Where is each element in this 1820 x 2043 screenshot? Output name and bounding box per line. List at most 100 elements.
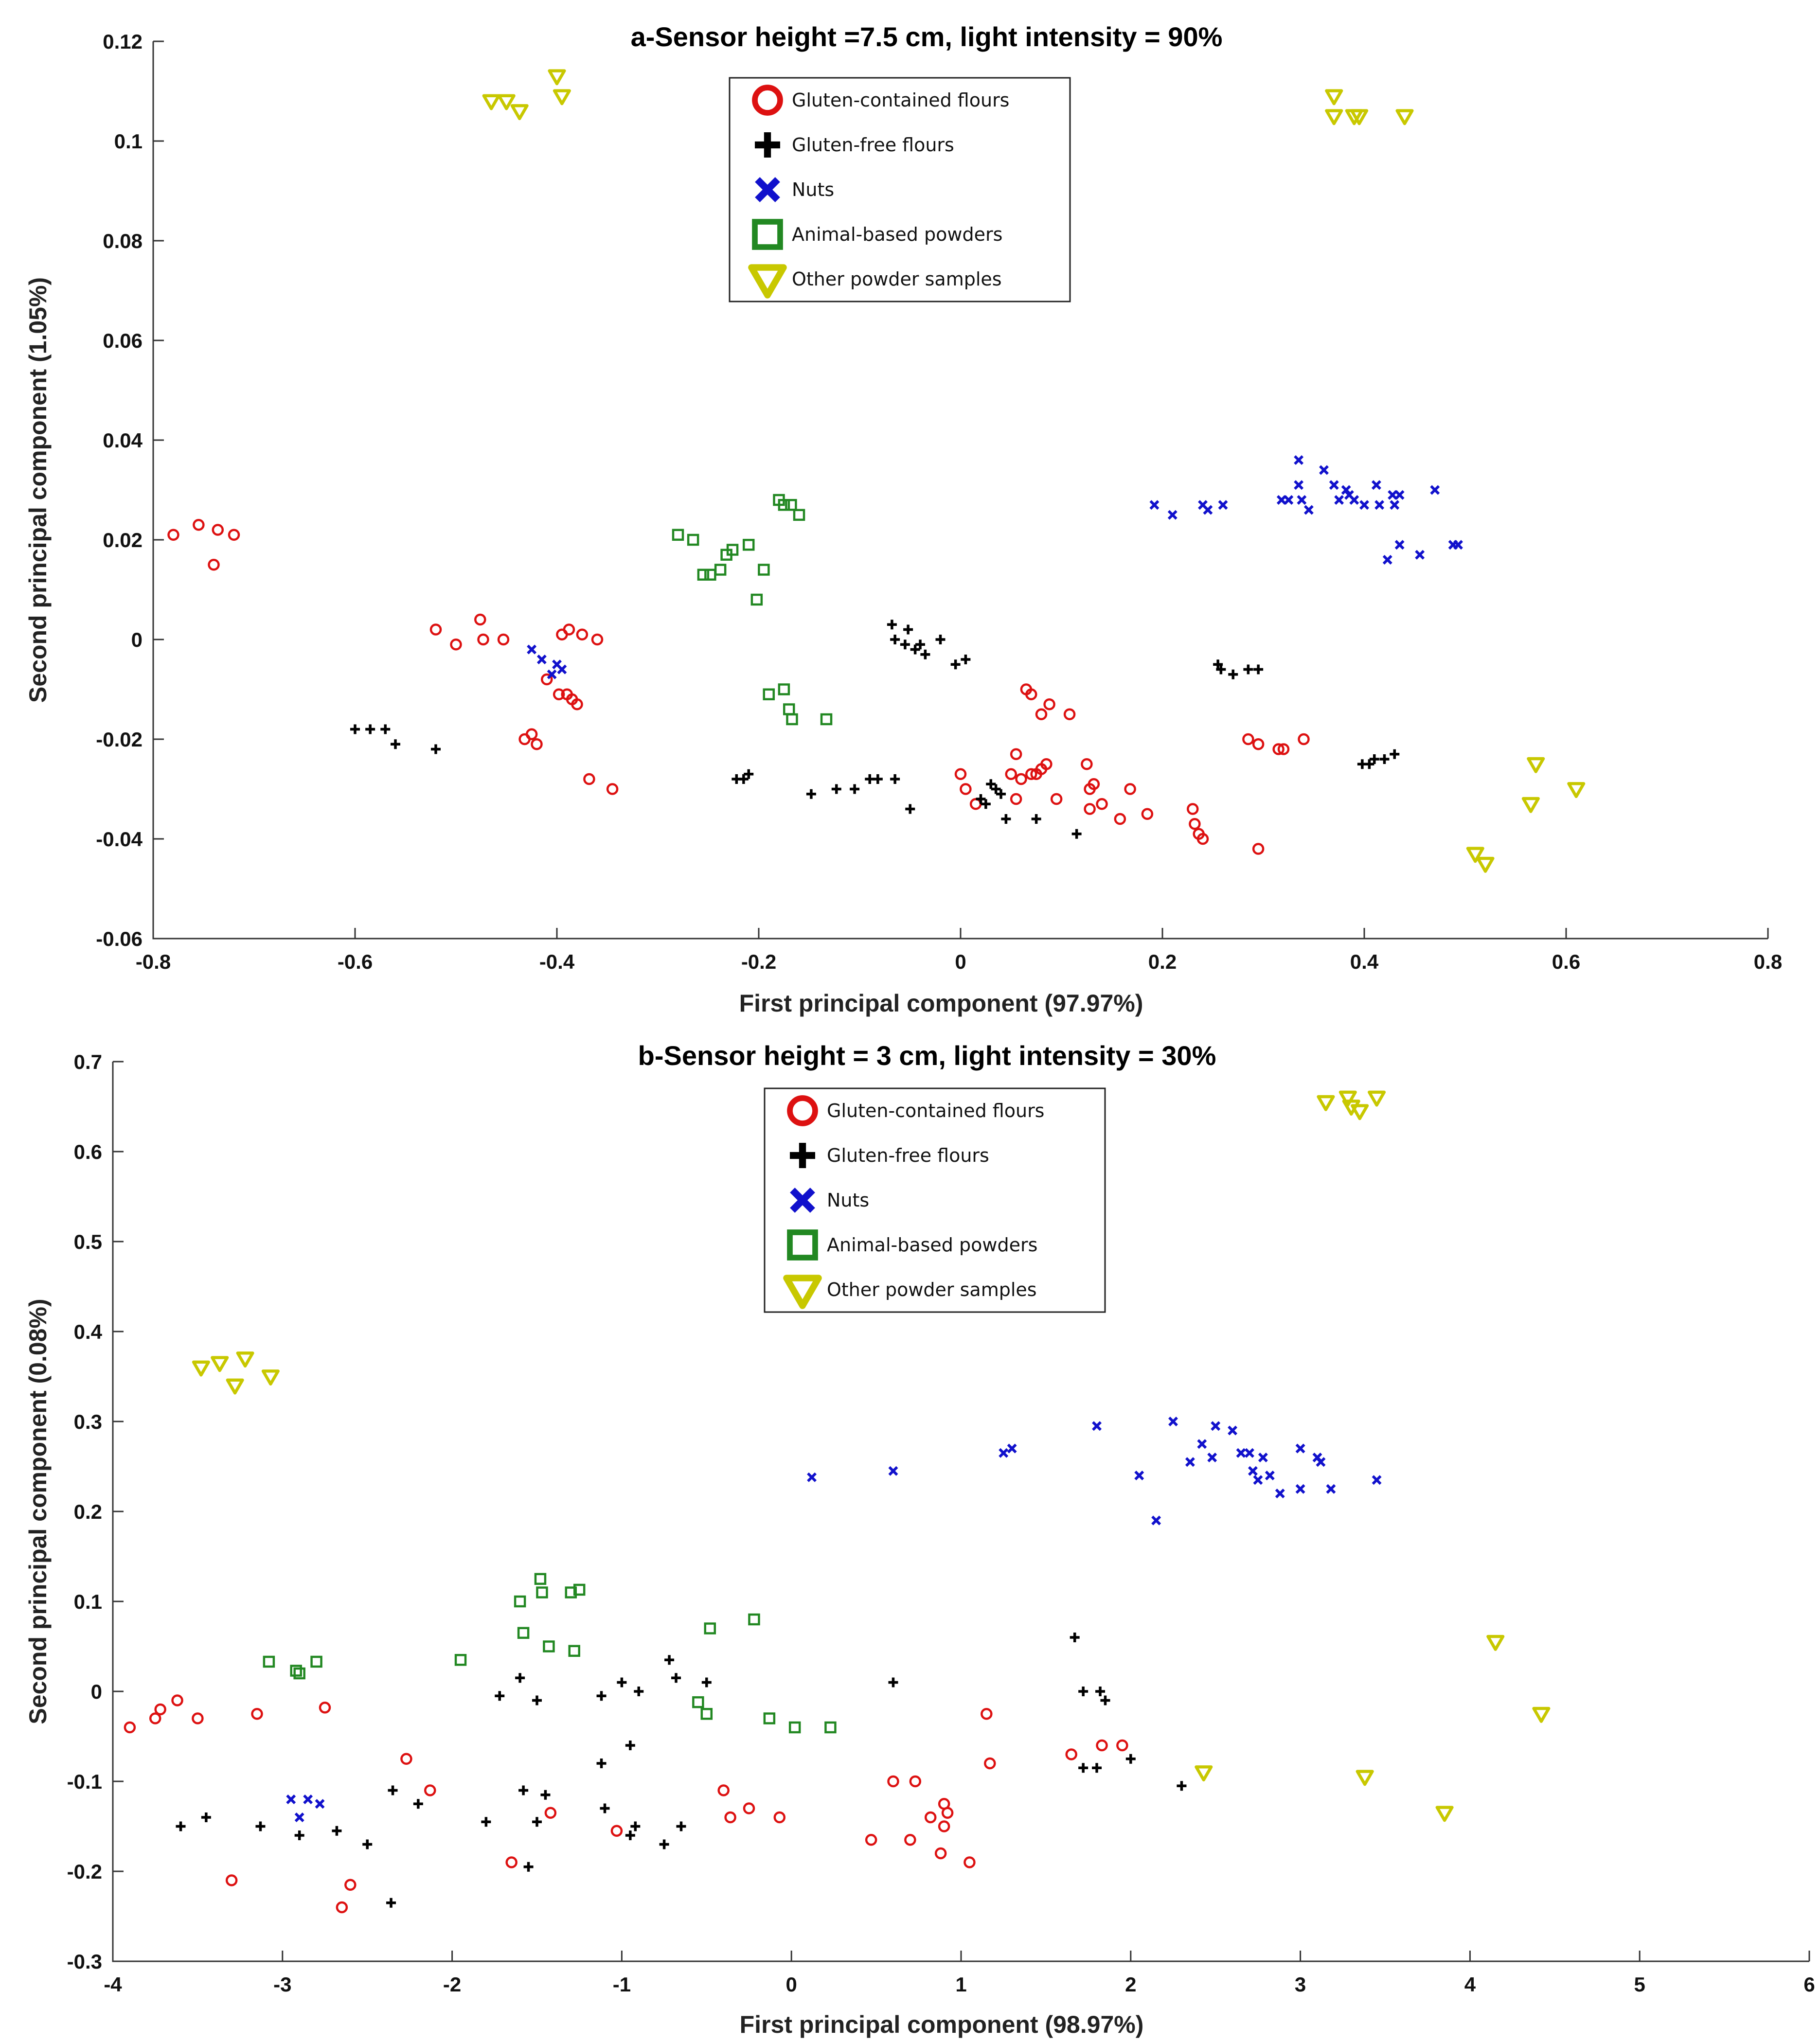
data-point xyxy=(495,1691,505,1701)
data-point xyxy=(701,1677,712,1688)
legend-entry-label: Animal-based powders xyxy=(827,1234,1037,1256)
data-point xyxy=(497,94,516,110)
data-point xyxy=(350,724,360,734)
x-axis-label: First principal component (98.97%) xyxy=(740,2011,1144,2038)
data-point xyxy=(865,1834,877,1846)
data-point xyxy=(687,533,699,546)
data-point xyxy=(1265,1471,1275,1480)
data-point xyxy=(1189,818,1201,830)
data-point xyxy=(211,1356,229,1372)
y-axis-label: Second principal component (0.08%) xyxy=(24,1298,52,1724)
data-point xyxy=(1527,757,1545,773)
data-point xyxy=(391,739,400,749)
data-point xyxy=(1218,500,1228,510)
data-point xyxy=(778,683,790,695)
data-point xyxy=(149,1712,161,1724)
data-point xyxy=(969,798,982,810)
data-point xyxy=(890,635,900,644)
y-tick-label: -0.06 xyxy=(96,927,143,950)
data-point xyxy=(778,499,790,511)
x-tick-label: -2 xyxy=(443,1973,461,1996)
data-point xyxy=(527,644,537,655)
data-point xyxy=(600,1803,610,1813)
data-point xyxy=(171,1694,183,1706)
x-tick-label: -0.6 xyxy=(338,950,373,973)
data-point xyxy=(319,1702,331,1714)
x-tick-label: 0.2 xyxy=(1148,950,1177,973)
data-point xyxy=(1349,495,1359,505)
data-point xyxy=(429,623,442,636)
data-point xyxy=(1252,738,1265,750)
x-axis-label: First principal component (97.97%) xyxy=(739,990,1143,1017)
data-point xyxy=(1294,455,1304,465)
data-point xyxy=(1228,669,1238,679)
x-tick-label: 5 xyxy=(1634,1973,1645,1996)
data-point xyxy=(1092,1763,1102,1773)
data-point xyxy=(193,519,205,531)
data-point xyxy=(1005,768,1017,780)
data-point xyxy=(536,1586,548,1599)
series-plus xyxy=(176,1633,1187,1908)
data-point xyxy=(738,774,749,784)
data-point xyxy=(920,649,930,659)
chart-title: a-Sensor height =7.5 cm, light intensity… xyxy=(631,21,1223,52)
x-tick-label: -3 xyxy=(273,1973,291,1996)
data-point xyxy=(1070,1633,1080,1642)
series-square xyxy=(672,494,833,726)
y-tick-label: 0.3 xyxy=(74,1410,102,1433)
data-point xyxy=(565,1586,577,1599)
data-point xyxy=(1277,743,1290,755)
data-point xyxy=(1319,465,1329,475)
data-point xyxy=(176,1821,186,1831)
data-point xyxy=(915,640,925,650)
data-point xyxy=(1334,495,1344,505)
data-point xyxy=(763,688,775,700)
data-point xyxy=(1350,109,1369,125)
data-point xyxy=(630,1821,641,1831)
x-tick-label: 2 xyxy=(1125,1973,1136,1996)
data-point xyxy=(1252,843,1265,855)
x-tick-label: -0.4 xyxy=(539,950,575,973)
y-tick-label: 0.08 xyxy=(103,230,143,252)
data-point xyxy=(748,1613,760,1626)
data-point xyxy=(996,789,1006,799)
legend-marker xyxy=(790,1188,815,1213)
data-point xyxy=(1084,803,1096,815)
legend-entry-label: Other powder samples xyxy=(827,1279,1037,1300)
data-point xyxy=(743,539,755,551)
data-point xyxy=(225,1874,238,1886)
data-point xyxy=(1203,505,1213,515)
data-point xyxy=(1071,829,1082,839)
data-point xyxy=(954,768,967,780)
y-tick-label: 0.12 xyxy=(103,30,143,53)
data-point xyxy=(888,1677,898,1688)
chart-title: b-Sensor height = 3 cm, light intensity … xyxy=(638,1040,1216,1071)
data-point xyxy=(1035,708,1048,720)
data-point xyxy=(1567,782,1586,799)
legend-box xyxy=(729,77,1071,302)
data-point xyxy=(1007,1443,1017,1454)
data-point xyxy=(192,1360,210,1377)
x-tick-label: 0 xyxy=(786,1973,797,1996)
data-point xyxy=(386,1898,396,1908)
data-point xyxy=(1394,490,1405,500)
data-point xyxy=(1149,500,1160,510)
legend: Gluten-contained flours Gluten-free flour… xyxy=(729,77,1071,302)
data-point xyxy=(1242,733,1254,746)
data-point xyxy=(1253,664,1264,675)
data-point xyxy=(208,559,220,571)
data-point xyxy=(514,1595,526,1608)
data-point xyxy=(1025,688,1037,700)
data-point xyxy=(1351,1104,1369,1120)
data-point xyxy=(1116,1739,1128,1752)
data-point xyxy=(228,529,240,541)
data-point xyxy=(617,1677,627,1688)
data-point xyxy=(532,1817,542,1827)
data-point xyxy=(887,620,897,630)
data-point xyxy=(1195,1765,1213,1782)
data-point xyxy=(344,1879,357,1891)
data-point xyxy=(1532,1706,1551,1723)
data-point xyxy=(388,1785,398,1795)
data-point xyxy=(606,783,619,795)
data-point xyxy=(634,1687,644,1696)
